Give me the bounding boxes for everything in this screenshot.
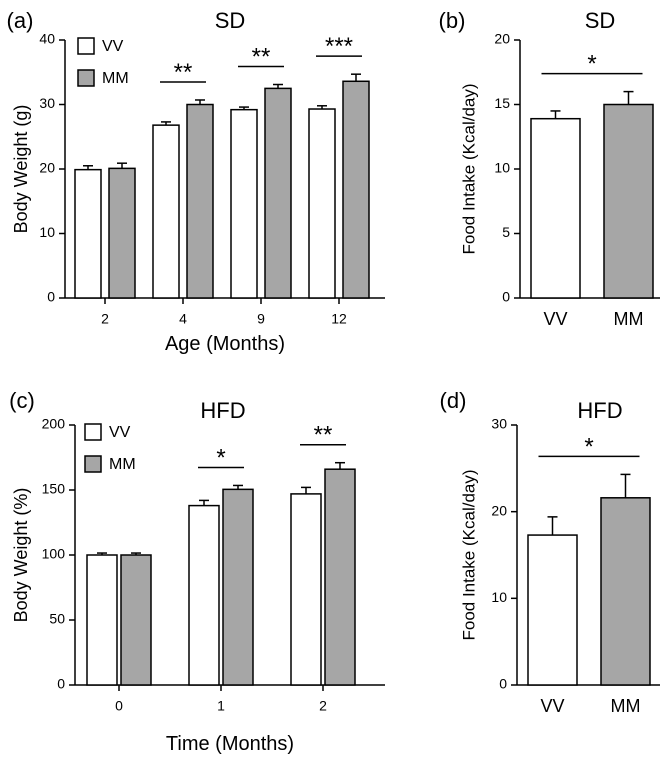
legend-swatch	[77, 37, 95, 55]
y-tick-label: 30	[491, 416, 507, 432]
x-tick-label: 1	[217, 698, 225, 714]
bar-mm	[600, 497, 651, 686]
panel-label: (c)	[9, 388, 35, 413]
y-tick-label: 50	[49, 611, 65, 627]
x-tick-label: 2	[101, 311, 109, 327]
y-tick-label: 30	[39, 95, 55, 111]
legend-label: VV	[102, 38, 124, 55]
y-tick-label: 10	[491, 589, 507, 605]
y-tick-label: 0	[57, 676, 65, 692]
panel-label: (d)	[440, 388, 467, 413]
y-axis-title: Body Weight (g)	[11, 105, 31, 234]
bar-mm	[324, 468, 356, 686]
bar-mm	[264, 87, 292, 299]
legend-label: MM	[102, 70, 129, 87]
bar-mm	[342, 80, 370, 299]
bar-mm	[222, 488, 254, 686]
chart-panel-3: (c) HFD 0 50 100 150 200 Body Weight (%) 0 1 * 2 ** V…	[9, 388, 385, 755]
y-tick-label: 10	[494, 160, 510, 176]
x-tick-label: VV	[543, 309, 567, 329]
y-tick-label: 150	[42, 481, 66, 497]
panel-label: (b)	[439, 8, 466, 33]
y-tick-label: 15	[494, 95, 510, 111]
bar-vv	[530, 117, 581, 299]
bar-mm	[603, 103, 654, 299]
chart-panel-2: (b) SD 0 5 10 15 20 Food Intake (Kcal/day) VV MM *	[439, 8, 660, 329]
x-tick-label: 0	[115, 698, 123, 714]
bar-vv	[290, 493, 322, 686]
y-tick-label: 200	[42, 416, 66, 432]
chart-panel-4: (d) HFD 0 10 20 30 Food Intake (Kcal/day) VV MM *	[440, 388, 660, 716]
y-tick-label: 20	[491, 502, 507, 518]
legend-swatch	[84, 455, 102, 473]
bar-vv	[527, 534, 578, 686]
x-tick-label: VV	[540, 696, 564, 716]
significance-marker: *	[216, 444, 225, 471]
x-tick-label: MM	[614, 309, 644, 329]
bar-vv	[86, 554, 118, 686]
x-tick-label: 12	[331, 311, 347, 327]
x-axis-title: Time (Months)	[166, 733, 294, 755]
bar-vv	[230, 108, 258, 299]
significance-marker: *	[587, 51, 596, 78]
chart-title: HFD	[577, 398, 622, 423]
bar-vv	[188, 504, 220, 686]
chart-panel-1: (a) SD 0 10 20 30 40 Body Weight (g) 2 4 ** 9 ** 12 **…	[7, 8, 385, 355]
y-tick-label: 5	[502, 224, 510, 240]
bar-mm	[108, 167, 136, 299]
bar-mm	[120, 554, 152, 686]
y-axis-title: Food Intake (Kcal/day)	[459, 469, 478, 640]
x-tick-label: MM	[611, 696, 641, 716]
significance-marker: **	[252, 44, 271, 71]
x-tick-label: 9	[257, 311, 265, 327]
y-tick-label: 10	[39, 224, 55, 240]
x-tick-label: 2	[319, 698, 327, 714]
y-tick-label: 20	[39, 160, 55, 176]
y-tick-label: 20	[494, 31, 510, 47]
y-tick-label: 0	[47, 289, 55, 305]
y-tick-label: 40	[39, 31, 55, 47]
x-axis-title: Age (Months)	[165, 333, 285, 355]
significance-marker: **	[174, 59, 193, 86]
y-axis-title: Body Weight (%)	[11, 488, 31, 623]
panel-label: (a)	[7, 8, 34, 33]
y-tick-label: 0	[502, 289, 510, 305]
significance-marker: ***	[325, 33, 353, 60]
y-tick-label: 0	[499, 676, 507, 692]
legend-label: MM	[109, 456, 136, 473]
chart-title: SD	[215, 8, 246, 33]
legend-swatch	[84, 423, 102, 441]
bar-mm	[186, 103, 214, 299]
significance-marker: **	[314, 422, 333, 449]
y-tick-label: 100	[42, 546, 66, 562]
legend-label: VV	[109, 424, 131, 441]
significance-marker: *	[584, 433, 593, 460]
bar-vv	[308, 108, 336, 299]
bar-vv	[152, 124, 180, 299]
y-axis-title: Food Intake (Kcal/day)	[459, 83, 478, 254]
bar-vv	[74, 168, 102, 299]
chart-title: SD	[585, 8, 616, 33]
x-tick-label: 4	[179, 311, 187, 327]
chart-title: HFD	[200, 398, 245, 423]
legend-swatch	[77, 69, 95, 87]
